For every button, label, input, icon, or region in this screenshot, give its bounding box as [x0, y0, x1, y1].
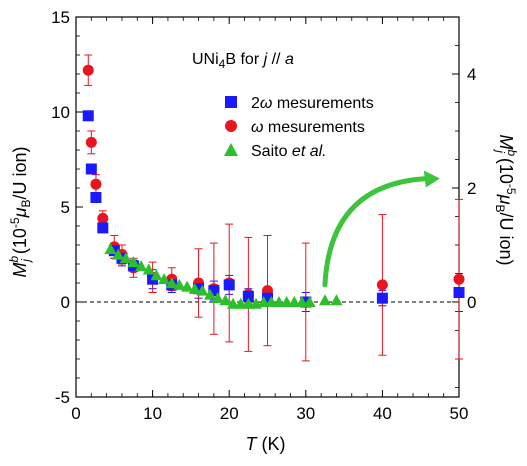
data-point-square — [262, 292, 273, 304]
x-tick-label: 30 — [296, 404, 315, 423]
data-point-triangle — [288, 295, 301, 307]
y-tick-label-left: 15 — [51, 8, 70, 27]
y-tick-label-left: 10 — [51, 103, 70, 122]
data-point-square — [208, 285, 220, 297]
y-tick-label-left: -5 — [55, 388, 70, 407]
legend-entry-label: 2ω mesurements — [251, 95, 374, 112]
legend-marker-circle — [225, 120, 237, 132]
y-tick-label-left: 0 — [61, 293, 70, 312]
data-point-triangle — [318, 294, 331, 306]
data-point-triangle — [257, 295, 270, 307]
data-point-square — [300, 296, 312, 308]
data-point-triangle — [181, 280, 194, 292]
data-point-square — [97, 222, 109, 234]
legend-marker-square — [225, 96, 237, 108]
data-point-square — [453, 287, 465, 298]
data-point-triangle — [142, 263, 155, 275]
labels: Mbj (10-5μB/U ion) Mbj (10-5μB/U ion) T … — [7, 8, 519, 454]
data-point-square — [85, 163, 97, 175]
data-point-square — [242, 290, 254, 302]
data-point-square — [376, 292, 388, 304]
y-tick-label-left: 5 — [61, 198, 70, 217]
data-point-triangle — [211, 291, 224, 303]
data-point-triangle — [158, 273, 171, 285]
data-point-circle — [376, 279, 388, 291]
data-point-circle — [85, 136, 97, 148]
data-point-triangle — [303, 295, 316, 307]
data-point-triangle — [242, 297, 255, 309]
data-point-triangle — [135, 260, 148, 272]
data-point-circle — [82, 64, 94, 76]
data-point-circle — [97, 212, 109, 224]
x-tick-label: 0 — [71, 404, 80, 423]
data-point-triangle — [119, 252, 132, 264]
data-point-triangle — [265, 295, 278, 307]
y-tick-label-right: 2 — [467, 179, 476, 198]
data-point-triangle — [204, 288, 217, 300]
legend-title: UNi4B for j // a — [192, 51, 294, 71]
plot-marks — [82, 54, 465, 362]
data-point-square — [193, 283, 205, 295]
x-tick-label: 50 — [450, 404, 469, 423]
data-point-triangle — [280, 295, 293, 307]
data-point-triangle — [188, 282, 201, 294]
annotation-arrow-head — [423, 170, 440, 188]
y-axis-label-right: Mbj (10-5μB/U ion) — [493, 135, 519, 266]
data-point-triangle — [330, 294, 343, 306]
data-point-triangle — [165, 277, 178, 289]
data-point-triangle — [295, 295, 308, 307]
y-tick-label-right: 0 — [467, 293, 476, 312]
data-point-circle — [90, 178, 102, 190]
annotation-arrow — [322, 176, 431, 288]
x-tick-label: 40 — [373, 404, 392, 423]
legend-marker-triangle — [224, 143, 238, 156]
data-point-triangle — [272, 295, 285, 307]
data-point-triangle — [219, 294, 232, 306]
data-point-triangle — [196, 284, 209, 296]
data-point-triangle — [112, 248, 125, 260]
y-tick-label-right: 4 — [467, 65, 476, 84]
y-axis-label-left: Mbj (10-5μB/U ion) — [7, 147, 33, 278]
legend-entry-label: Saito et al. — [251, 143, 327, 160]
x-tick-label: 20 — [220, 404, 239, 423]
data-point-circle — [453, 273, 465, 285]
legend-entry-label: ω mesurements — [251, 119, 365, 136]
data-point-square — [90, 192, 102, 203]
x-axis-label: T (K) — [246, 434, 286, 454]
data-point-triangle — [104, 242, 117, 254]
x-tick-label: 10 — [143, 404, 162, 423]
data-point-triangle — [173, 278, 186, 290]
data-point-triangle — [234, 297, 247, 309]
data-point-triangle — [150, 269, 163, 281]
data-point-triangle — [127, 256, 140, 268]
data-point-square — [82, 110, 94, 122]
data-point-triangle — [227, 297, 240, 309]
data-point-square — [223, 279, 235, 291]
